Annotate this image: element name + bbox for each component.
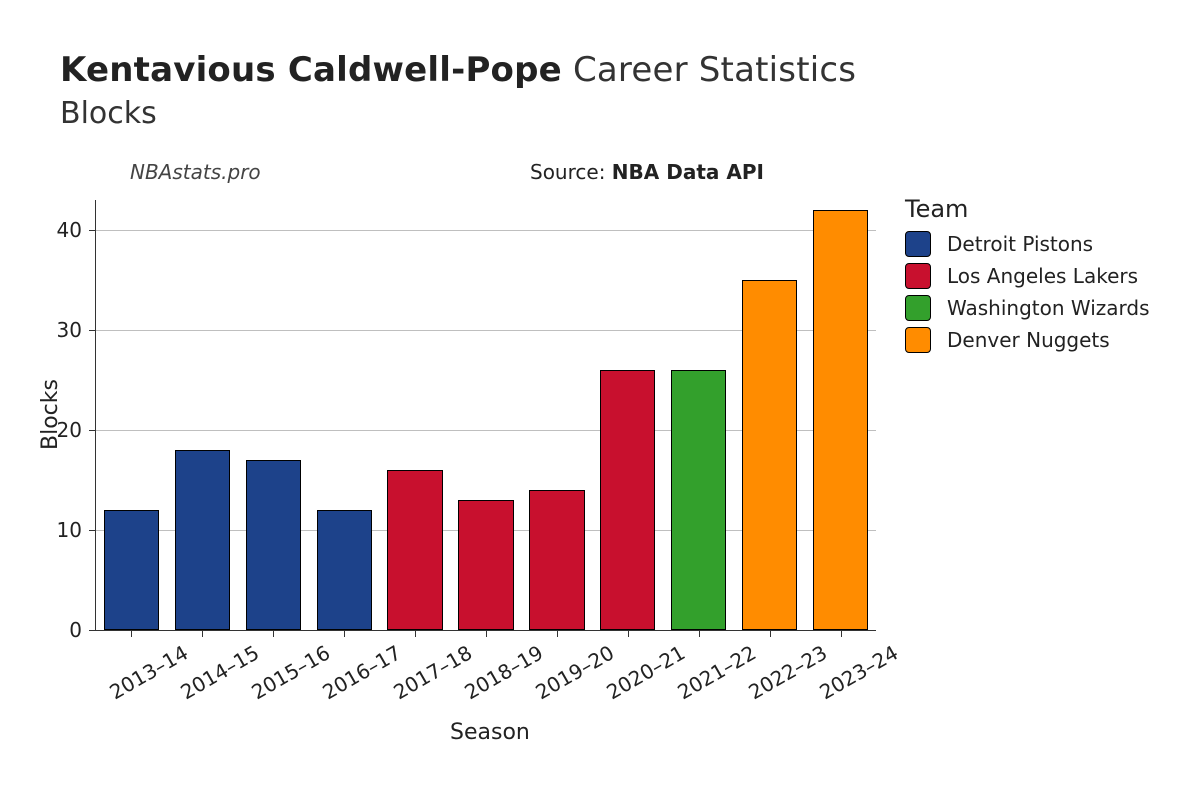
chart-subtitle: Blocks [60,96,856,131]
title-suffix: Career Statistics [573,50,856,90]
x-tick-mark [841,630,842,637]
legend-title: Team [905,195,1150,223]
legend-item: Detroit Pistons [905,231,1150,257]
legend-label: Los Angeles Lakers [947,264,1138,288]
bar [742,280,797,630]
title-player: Kentavious Caldwell-Pope [60,50,562,90]
legend-swatch [905,295,931,321]
bar [600,370,655,630]
y-tick-label: 30 [57,318,96,342]
x-axis-label: Season [450,720,530,745]
x-tick-mark [770,630,771,637]
legend-item: Denver Nuggets [905,327,1150,353]
bar [317,510,372,630]
chart-title: Kentavious Caldwell-Pope Career Statisti… [60,50,856,90]
legend: Team Detroit Pistons Los Angeles Lakers Wa… [905,195,1150,359]
legend-swatch [905,231,931,257]
x-tick-mark [202,630,203,637]
bar [175,450,230,630]
legend-label: Denver Nuggets [947,328,1110,352]
x-tick-label: 2022–23 [738,630,831,704]
legend-item: Los Angeles Lakers [905,263,1150,289]
x-tick-mark [699,630,700,637]
x-tick-mark [628,630,629,637]
legend-swatch [905,327,931,353]
source-attribution: Source: NBA Data API [530,160,764,184]
legend-swatch [905,263,931,289]
site-watermark: NBAstats.pro [130,160,261,184]
x-tick-mark [557,630,558,637]
x-tick-mark [344,630,345,637]
bar [104,510,159,630]
bar [813,210,868,630]
x-tick-mark [273,630,274,637]
legend-label: Washington Wizards [947,296,1150,320]
bar [246,460,301,630]
y-axis-label: Blocks [38,379,63,450]
x-tick-label: 2021–22 [667,630,760,704]
source-prefix: Source: [530,160,612,184]
legend-item: Washington Wizards [905,295,1150,321]
grid-line [96,230,876,231]
source-name: NBA Data API [612,160,764,184]
chart-frame: Kentavious Caldwell-Pope Career Statisti… [0,0,1200,800]
x-tick-label: 2020–21 [596,630,689,704]
bar [458,500,513,630]
legend-label: Detroit Pistons [947,232,1093,256]
title-block: Kentavious Caldwell-Pope Career Statisti… [60,50,856,131]
bar [529,490,584,630]
bar [387,470,442,630]
x-tick-label: 2023–24 [809,630,902,704]
x-tick-mark [415,630,416,637]
x-tick-mark [131,630,132,637]
x-tick-mark [486,630,487,637]
y-tick-label: 40 [57,218,96,242]
plot-area: 0102030402013–142014–152015–162016–17201… [95,200,876,631]
y-tick-label: 0 [69,618,96,642]
bar [671,370,726,630]
y-tick-label: 10 [57,518,96,542]
